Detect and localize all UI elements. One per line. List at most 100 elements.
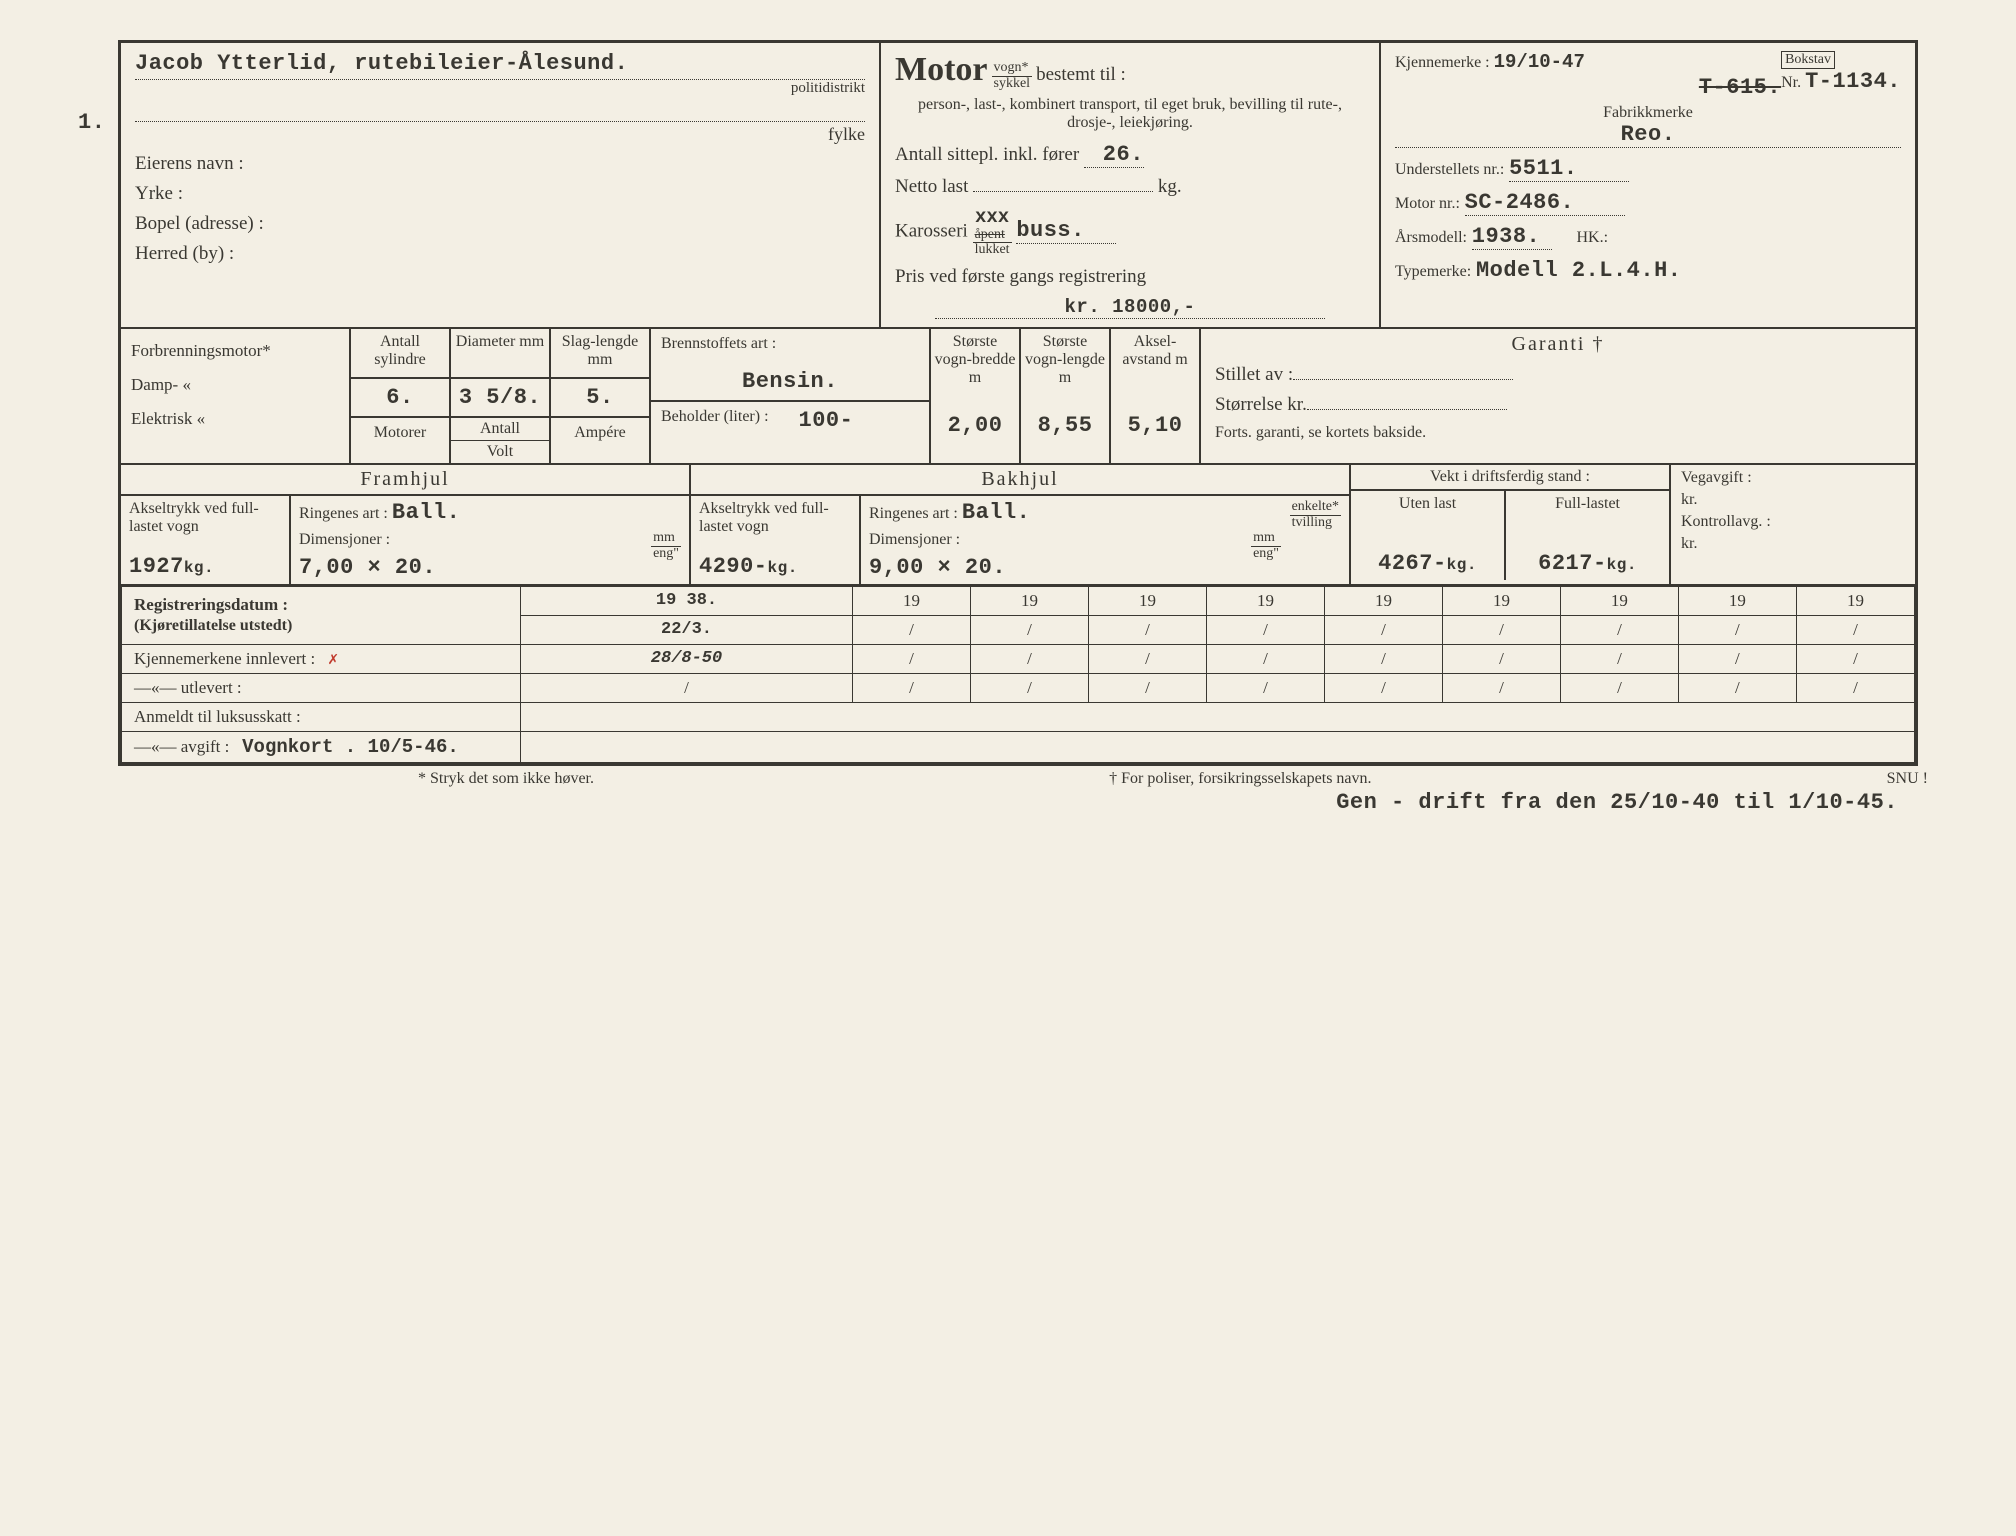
forts-garanti: Forts. garanti, se kortets bakside. (1215, 424, 1901, 442)
bokstav-label: Bokstav (1781, 51, 1835, 69)
storrelse-label: Størrelse kr. (1215, 394, 1307, 415)
motor-word: Motor (895, 51, 988, 88)
motor-frac-bot: sykkel (992, 77, 1033, 92)
kr-1: kr. (1681, 491, 1905, 509)
arsmodell-value: 1938. (1472, 224, 1552, 250)
tvilling-label: tvilling (1290, 516, 1341, 531)
yrke-label: Yrke : (135, 183, 865, 205)
uten-last-label: Uten last (1355, 495, 1500, 513)
eng-label: eng" (651, 547, 681, 562)
eng-label-2: eng" (1251, 547, 1281, 562)
registration-ids: Kjennemerke : 19/10-47 Bokstav Nr. T-113… (1381, 43, 1915, 327)
kar-frac-bot: lukket (973, 243, 1012, 258)
bakhjul-label: Bakhjul (691, 465, 1349, 496)
bredde-value: 2,00 (931, 413, 1019, 438)
mm-label: mm (651, 531, 681, 547)
ampere-label: Ampére (551, 418, 649, 448)
back-aksel-value: 4290- (699, 554, 768, 579)
pris-value: kr. 18000,- (935, 296, 1325, 319)
bredde-label: Største vogn-bredde m (931, 329, 1019, 413)
snu-note: SNU ! (1887, 770, 1928, 788)
beholder-value: 100- (799, 408, 854, 433)
brennstoffets-label: Brennstoffets art : (651, 329, 929, 359)
lengde-label: Største vogn-lengde m (1021, 329, 1109, 413)
page-number: 1. (78, 110, 105, 135)
back-dim-label: Dimensjoner : (869, 531, 960, 548)
avgift-label: —«— avgift : (134, 737, 229, 756)
karosseri-value: buss. (1016, 218, 1116, 244)
netto-last-unit: kg. (1158, 176, 1182, 197)
front-ringenes-label: Ringenes art : (299, 505, 388, 522)
front-akseltrykk-label: Akseltrykk ved full-lastet vogn (129, 500, 281, 536)
motor-nr-label: Motor nr.: (1395, 195, 1460, 212)
back-ringenes-value: Ball. (962, 500, 1031, 525)
herred-label: Herred (by) : (135, 243, 865, 265)
slaglengde-label: Slag-lengde mm (551, 329, 649, 379)
brennstoffets-value: Bensin. (651, 359, 929, 402)
enkelte-label: enkelte* (1290, 500, 1341, 516)
full-lastet-value: 6217- (1538, 551, 1607, 576)
reg-date: 22/3. (521, 615, 853, 644)
poliser-note: † For poliser, forsikringsselskapets nav… (1109, 770, 1371, 788)
antall-syl: 6. (351, 379, 449, 418)
full-lastet-label: Full-lastet (1510, 495, 1665, 513)
kar-frac-top: åpent (973, 228, 1012, 244)
typemerke-label: Typemerke: (1395, 263, 1471, 280)
politidistrikt-label: politidistrikt (135, 80, 865, 97)
kjennemerke-label: Kjennemerke : (1395, 54, 1490, 71)
motorer-label: Motorer (351, 418, 449, 448)
innlevert-label: Kjennemerkene innlevert : (134, 649, 315, 668)
diameter-label: Diameter mm (451, 329, 549, 379)
garanti-label: Garanti † (1215, 333, 1901, 356)
registration-card: Jacob Ytterlid, rutebileier-Ålesund. pol… (118, 40, 1918, 766)
antall-label: Antall (451, 418, 549, 441)
innlevert-date: 28/8-50 (521, 644, 853, 673)
vekt-label: Vekt i driftsferdig stand : (1351, 465, 1669, 491)
owner-block: Jacob Ytterlid, rutebileier-Ålesund. pol… (121, 43, 881, 327)
motor-block: Motor vogn* sykkel bestemt til : person-… (881, 43, 1381, 327)
mm-label-2: mm (1251, 531, 1281, 547)
stillet-label: Stillet av : (1215, 364, 1293, 385)
year-first: 19 38. (521, 586, 853, 615)
aksel-value: 5,10 (1111, 413, 1199, 438)
volt-label: Volt (451, 441, 549, 463)
vognkort: Vognkort . 10/5-46. (242, 736, 459, 758)
aksel-label: Aksel-avstand m (1111, 329, 1199, 413)
damp-label: Damp- « (131, 375, 339, 395)
eierens-navn-label: Eierens navn : (135, 153, 865, 175)
front-ringenes-value: Ball. (392, 500, 461, 525)
back-ringenes-label: Ringenes art : (869, 505, 958, 522)
understellets-label: Understellets nr.: (1395, 161, 1504, 178)
motor-frac-top: vogn* (992, 61, 1033, 77)
back-akseltrykk-label: Akseltrykk ved full-lastet vogn (699, 500, 851, 536)
reg-sub: (Kjøretillatelse utstedt) (134, 617, 292, 634)
reg-label: Registreringsdatum : (134, 595, 288, 614)
stryk-note: * Stryk det som ikke høver. (418, 770, 594, 788)
typemerke-value: Modell 2.L.4.H. (1476, 258, 1682, 283)
antall-sittepl-label: Antall sittepl. inkl. fører (895, 144, 1079, 165)
gen-drift: Gen - drift fra den 25/10-40 til 1/10-45… (58, 788, 1958, 815)
anmeldt-label: Anmeldt til luksusskatt : (122, 702, 521, 731)
kontrollavg-label: Kontrollavg. : (1681, 513, 1905, 531)
motor-desc: person-, last-, kombinert transport, til… (905, 96, 1355, 132)
karosseri-label: Karosseri (895, 220, 968, 241)
plate-struck: T-615. (1699, 75, 1781, 100)
pris-label: Pris ved første gangs registrering (895, 266, 1365, 288)
front-dim-label: Dimensjoner : (299, 531, 390, 548)
utlevert-label: —«— utlevert : (122, 673, 521, 702)
uten-last-value: 4267- (1378, 551, 1447, 576)
lengde-value: 8,55 (1021, 413, 1109, 438)
framhjul-label: Framhjul (121, 465, 689, 496)
beholder-label: Beholder (liter) : (661, 408, 769, 433)
nr-label: Nr. (1781, 74, 1801, 91)
kjennemerke-date: 19/10-47 (1494, 51, 1585, 73)
kr-2: kr. (1681, 535, 1905, 553)
understellets-value: 5511. (1509, 156, 1629, 182)
front-aksel-value: 1927 (129, 554, 184, 579)
motor-nr-value: SC-2486. (1465, 190, 1625, 216)
forbrenningsmotor-label: Forbrenningsmotor* (131, 341, 339, 361)
diameter-value: 3 5/8. (451, 379, 549, 418)
bopel-label: Bopel (adresse) : (135, 213, 865, 235)
fabrikkmerke-label: Fabrikkmerke (1395, 104, 1901, 122)
bestemt-label: bestemt til : (1036, 64, 1126, 85)
